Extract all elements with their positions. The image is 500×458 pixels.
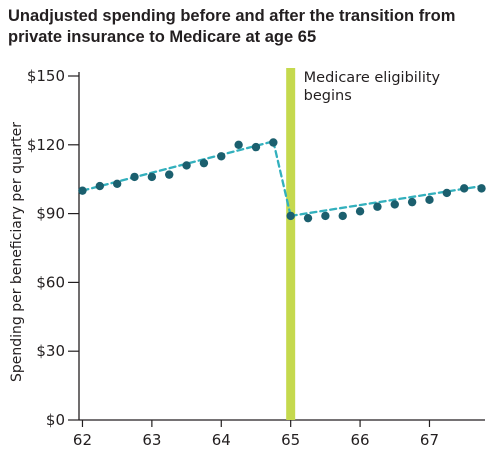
y-tick-label: $90 <box>36 205 65 223</box>
data-point <box>199 158 209 168</box>
data-point <box>95 181 105 191</box>
trend-line <box>81 140 275 192</box>
point-layer <box>78 138 486 223</box>
data-point <box>373 202 382 211</box>
y-ticks: $0 $30 $60 $90 $120 $150 <box>27 67 79 429</box>
medicare-eligibility-label: Medicare eligibility <box>304 70 441 86</box>
data-point <box>425 195 434 205</box>
band-layer <box>286 68 296 420</box>
data-point <box>182 161 191 170</box>
x-tick-label: 66 <box>351 431 370 449</box>
y-tick-label: $150 <box>27 67 65 85</box>
data-point <box>78 186 87 195</box>
trend-layer <box>81 140 483 218</box>
medicare-eligibility-band <box>286 68 296 420</box>
y-axis-label: Spending per beneficiary per quarter <box>9 122 25 382</box>
data-point <box>303 213 313 223</box>
data-point <box>407 197 417 207</box>
data-point <box>286 211 295 221</box>
data-point <box>338 211 347 221</box>
data-point <box>112 179 122 188</box>
chart-title: Unadjusted spending before and after the… <box>8 7 456 46</box>
data-point <box>269 138 278 147</box>
data-point <box>477 184 486 193</box>
trend-line <box>272 140 292 218</box>
x-tick-label: 67 <box>420 431 439 449</box>
x-tick-label: 64 <box>212 431 231 449</box>
data-point <box>147 172 157 182</box>
data-point <box>442 188 452 198</box>
data-point <box>355 207 365 216</box>
data-point <box>234 140 243 149</box>
medicare-eligibility-label: begins <box>304 88 352 104</box>
axes <box>78 72 485 421</box>
x-ticks: 62 63 64 65 66 67 <box>73 420 439 449</box>
x-tick-label: 63 <box>142 431 161 449</box>
data-point <box>165 170 174 179</box>
x-tick-label: 65 <box>281 431 300 449</box>
y-tick-label: $120 <box>27 136 65 154</box>
y-tick-label: $0 <box>46 411 65 429</box>
data-point <box>390 200 399 209</box>
trend-line <box>289 184 483 218</box>
data-point <box>130 172 139 182</box>
data-point <box>459 184 469 193</box>
data-point <box>321 211 330 221</box>
annotation-layer: Medicare eligibility begins <box>304 70 441 104</box>
x-tick-label: 62 <box>73 431 92 449</box>
y-tick-label: $60 <box>36 273 65 291</box>
y-tick-label: $30 <box>36 342 65 360</box>
data-point <box>251 142 261 152</box>
data-point <box>217 152 226 161</box>
